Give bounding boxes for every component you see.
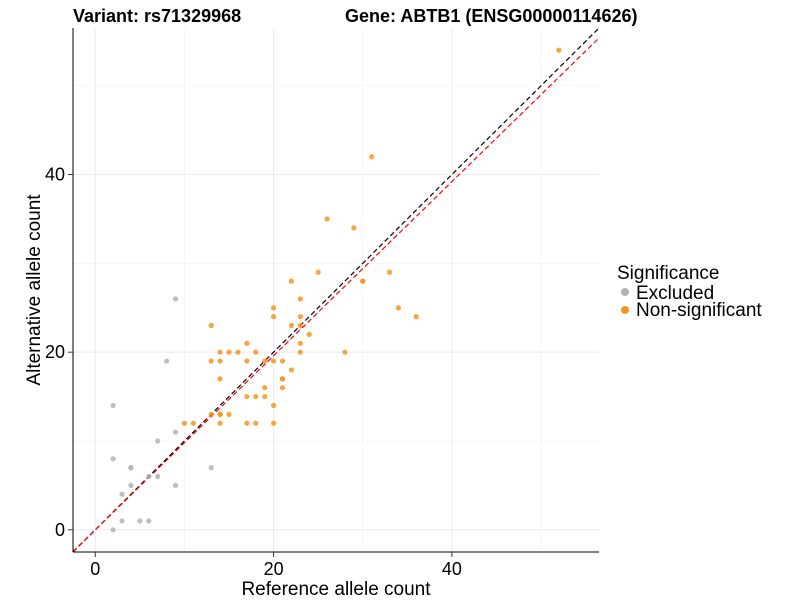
reference-lines [72,27,600,553]
data-points [110,47,562,533]
point-non-significant [288,322,295,329]
point-non-significant [360,278,366,284]
point-non-significant [244,340,250,346]
point-non-significant [217,420,223,426]
point-non-significant [297,349,303,355]
point-non-significant [262,358,268,364]
point-non-significant [244,393,250,400]
point-non-significant [244,358,250,364]
point-excluded [172,482,179,488]
y-tick-label: 40 [45,165,65,185]
reference-line-fit [72,37,600,552]
point-excluded [146,473,152,480]
x-tick-label: 40 [442,559,462,579]
point-non-significant [217,376,223,382]
point-excluded [172,429,179,435]
point-non-significant [386,269,393,275]
x-axis-ticks: 0 20 40 [90,552,462,579]
point-non-significant [253,393,259,400]
point-excluded [137,518,143,524]
point-excluded [110,456,116,462]
x-axis-title: Reference allele count [241,579,431,600]
point-non-significant [297,314,303,320]
point-non-significant [297,322,303,329]
legend-swatch-excluded [621,288,629,296]
point-non-significant [556,47,562,53]
point-excluded [110,402,116,409]
point-non-significant [270,314,277,320]
legend-label-excluded: Excluded [636,283,714,304]
point-non-significant [262,393,268,400]
point-non-significant [270,402,277,409]
point-non-significant [270,358,277,364]
point-non-significant [217,411,223,417]
point-non-significant [208,358,214,364]
point-non-significant [288,367,295,373]
legend-title: Significance [617,263,719,284]
point-non-significant [342,349,348,355]
point-non-significant [253,349,259,355]
point-excluded [208,465,214,471]
y-tick-label: 20 [45,342,65,362]
point-non-significant [217,349,223,355]
point-non-significant [208,411,214,417]
legend: Significance Excluded Non-significant [617,263,762,321]
point-non-significant [315,269,321,275]
point-excluded [155,473,161,480]
chart-title-gene: Gene: ABTB1 (ENSG00000114626) [345,6,637,26]
point-excluded [119,518,125,524]
point-non-significant [279,376,286,382]
point-non-significant [288,278,295,284]
x-tick-label: 20 [264,559,284,579]
y-axis-title: Alternative allele count [24,194,45,386]
point-non-significant [217,358,223,364]
point-non-significant [270,420,277,426]
point-non-significant [270,305,277,311]
y-tick-label: 0 [55,520,65,540]
point-non-significant [395,305,402,311]
point-non-significant [351,225,357,231]
point-excluded [119,491,125,497]
y-axis-ticks: 0 20 40 [45,165,73,540]
reference-line-identity [72,27,600,553]
grid [73,28,599,552]
point-non-significant [324,216,330,222]
point-non-significant [413,314,419,320]
point-non-significant [297,296,303,302]
point-excluded [172,296,179,302]
point-non-significant [279,385,286,391]
point-excluded [128,482,134,488]
point-non-significant [369,154,375,160]
legend-label-non-significant: Non-significant [636,300,762,321]
point-non-significant [226,349,232,355]
point-excluded [110,527,116,533]
point-excluded [164,358,170,364]
x-tick-label: 0 [90,559,100,579]
point-non-significant [208,322,214,329]
point-excluded [155,438,161,444]
chart-title-variant: Variant: rs71329968 [73,6,241,26]
legend-swatch-non-significant [621,306,629,314]
point-excluded [146,518,152,524]
point-non-significant [306,331,312,338]
point-non-significant [235,349,241,355]
point-non-significant [181,420,188,426]
point-non-significant [226,411,232,417]
point-non-significant [279,358,286,364]
point-non-significant [190,420,196,426]
point-non-significant [253,420,259,426]
point-excluded [128,465,134,471]
point-non-significant [244,420,250,426]
point-non-significant [262,385,268,391]
point-non-significant [297,340,303,346]
